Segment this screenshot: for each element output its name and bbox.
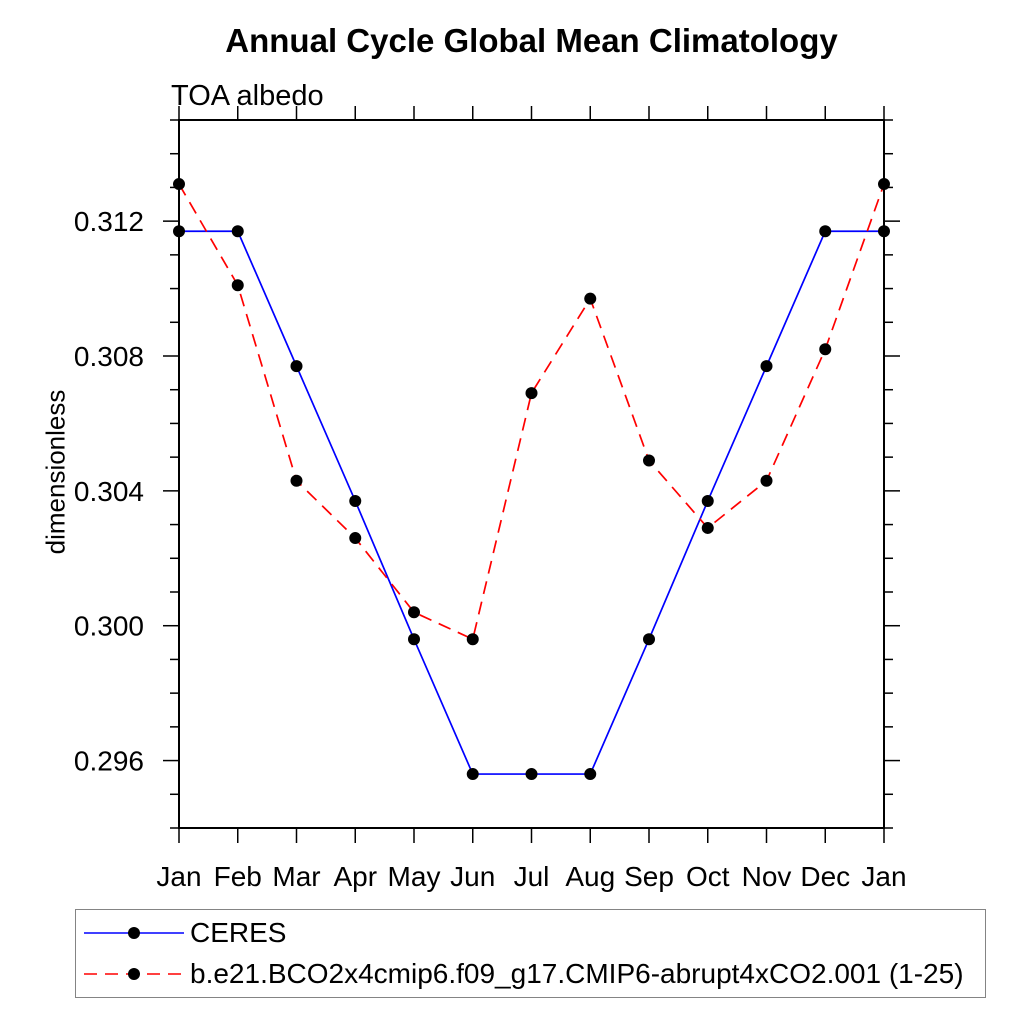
plot-frame (178, 119, 885, 829)
data-point-marker (290, 474, 303, 487)
legend-item-ceres: CERES (81, 917, 985, 949)
axis-ticks (163, 106, 900, 843)
legend-label-ceres: CERES (190, 917, 287, 948)
data-point-marker (878, 225, 890, 238)
data-point-marker (643, 454, 655, 467)
x-tick-label: Jun (450, 861, 495, 892)
chart-title: Annual Cycle Global Mean Climatology (225, 22, 838, 59)
data-point-marker (408, 606, 420, 619)
x-tick-label: Dec (800, 861, 850, 892)
data-point-marker (525, 387, 538, 400)
data-point-marker (290, 360, 303, 373)
data-point-marker (584, 768, 597, 781)
x-tick-label: Feb (214, 861, 262, 892)
x-tick-label: Aug (565, 861, 615, 892)
chart-subtitle: TOA albedo (171, 80, 324, 112)
series-markers-0 (173, 225, 890, 781)
x-tick-label: Nov (742, 861, 792, 892)
data-point-marker (584, 292, 597, 305)
legend: CERES b.e21.BCO2x4cmip6.f09_g17.CMIP6-ab… (75, 909, 986, 998)
data-point-marker (701, 494, 714, 507)
series-markers-1 (173, 178, 890, 646)
data-point-marker (878, 178, 890, 191)
data-point-marker (760, 360, 773, 373)
x-tick-label: Jan (156, 861, 201, 892)
x-tick-label: Mar (272, 861, 320, 892)
data-point-marker (760, 474, 773, 487)
data-point-marker (525, 768, 538, 781)
legend-line-sample-solid (84, 927, 184, 939)
x-tick-label: Jan (861, 861, 906, 892)
data-point-marker (231, 279, 244, 292)
data-point-marker (173, 225, 185, 238)
series-line-0 (179, 230, 884, 775)
y-tick-label: 0.312 (74, 206, 144, 237)
axis-tick-labels: Jan Feb Mar Apr May Jun Jul Aug Sep Oct Nov Dec Jan 0… (74, 206, 907, 892)
data-point-marker (349, 494, 362, 507)
data-point-marker (466, 768, 479, 781)
data-point-marker (701, 521, 714, 534)
x-tick-label: Oct (686, 861, 730, 892)
legend-label-model: b.e21.BCO2x4cmip6.f09_g17.CMIP6-abrupt4x… (190, 958, 964, 989)
data-point-marker (819, 343, 832, 356)
data-point-marker (173, 178, 185, 191)
x-tick-label: May (388, 861, 441, 892)
data-point-marker (349, 532, 362, 545)
y-tick-label: 0.304 (74, 476, 144, 507)
y-tick-label: 0.300 (74, 611, 144, 642)
data-point-marker (643, 633, 655, 646)
y-tick-label: 0.296 (74, 746, 144, 777)
y-tick-label: 0.308 (74, 341, 144, 372)
data-point-marker (466, 633, 479, 646)
data-point-marker (819, 225, 832, 238)
data-point-marker (408, 633, 420, 646)
x-tick-label: Apr (333, 861, 377, 892)
x-tick-label: Jul (514, 861, 550, 892)
legend-item-model: b.e21.BCO2x4cmip6.f09_g17.CMIP6-abrupt4x… (81, 958, 985, 990)
series-line-1 (178, 183, 885, 641)
data-point-marker (231, 225, 244, 238)
x-tick-label: Sep (624, 861, 674, 892)
legend-line-sample-dashed (84, 968, 184, 980)
